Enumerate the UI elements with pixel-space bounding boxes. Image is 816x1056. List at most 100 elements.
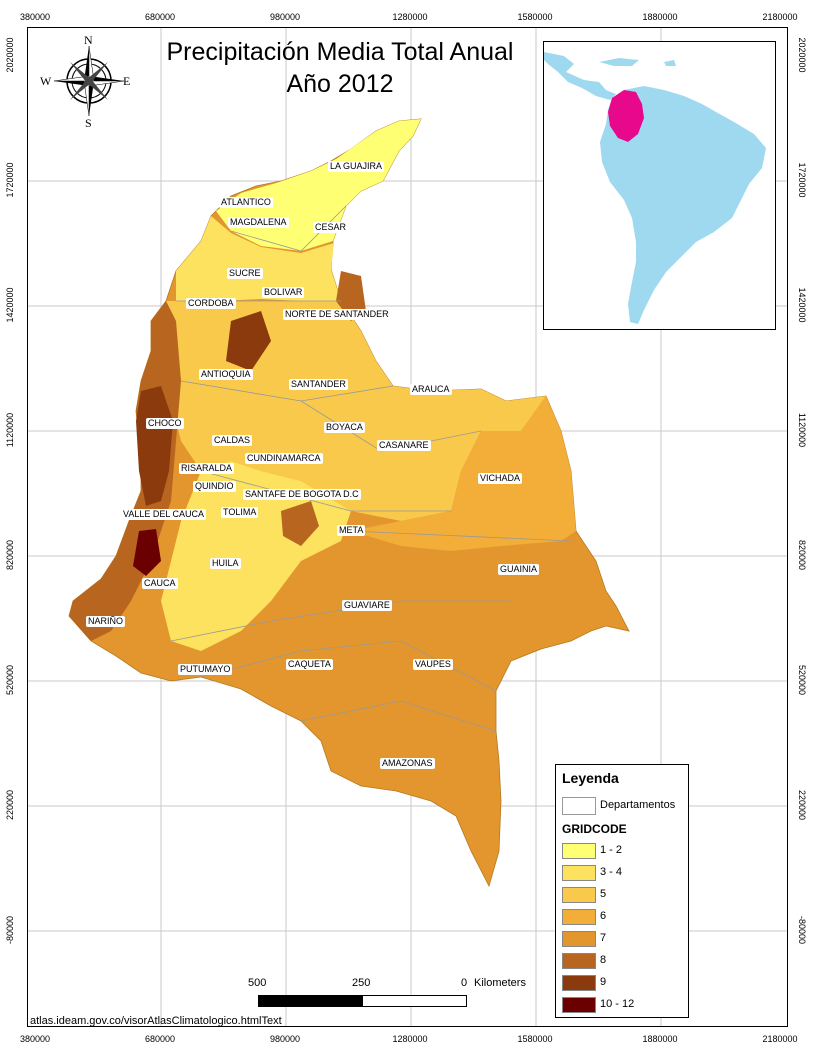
left-tick: -80000	[5, 915, 15, 945]
bottom-tick: 1880000	[642, 1034, 678, 1044]
legend-swatch	[562, 909, 596, 925]
departments-swatch	[562, 797, 596, 815]
map-title: Precipitación Media Total Anual Año 2012	[130, 36, 550, 100]
legend-title: Leyenda	[562, 770, 619, 786]
bottom-tick: 980000	[269, 1034, 301, 1044]
zone-10-12-choco	[133, 529, 161, 576]
colombia-map	[28, 28, 787, 1026]
legend-swatch	[562, 975, 596, 991]
dept-label: CESAR	[313, 222, 349, 233]
dept-label: CASANARE	[377, 440, 431, 451]
legend-swatch	[562, 887, 596, 903]
legend-label: 8	[600, 954, 607, 966]
legend-swatch	[562, 931, 596, 947]
dept-label: CHOCO	[146, 418, 184, 429]
legend-label: 6	[600, 910, 607, 922]
legend-swatch	[562, 865, 596, 881]
dept-label: ANTIOQUIA	[199, 369, 253, 380]
dept-label: CAQUETA	[286, 659, 333, 670]
top-tick: 380000	[19, 12, 51, 22]
dept-label: BOYACA	[324, 422, 365, 433]
left-tick: 1720000	[5, 162, 15, 198]
title-line-2: Año 2012	[286, 70, 394, 98]
legend: Leyenda Departamentos GRIDCODE 1 - 2 3 -…	[555, 764, 689, 1018]
dept-label: PUTUMAYO	[178, 664, 233, 675]
legend-swatch	[562, 997, 596, 1013]
left-tick: 1420000	[5, 287, 15, 323]
right-tick: 2020000	[797, 37, 807, 73]
zone-8-santander	[336, 271, 366, 321]
left-tick: 1120000	[5, 412, 15, 448]
dept-label: META	[337, 525, 366, 536]
legend-label: 1 - 2	[600, 844, 623, 856]
bottom-tick: 1580000	[517, 1034, 553, 1044]
bottom-tick: 380000	[19, 1034, 51, 1044]
dept-label: RISARALDA	[179, 463, 235, 474]
right-tick: -80000	[797, 915, 807, 945]
zone-3-4	[176, 216, 341, 301]
dept-label: TOLIMA	[221, 507, 259, 518]
scale-label-0: 0	[461, 977, 468, 989]
left-tick: 2020000	[5, 37, 15, 73]
legend-label: 3 - 4	[600, 866, 623, 878]
left-tick: 520000	[5, 664, 15, 696]
bottom-tick: 2180000	[762, 1034, 798, 1044]
zone-8-meta	[281, 501, 319, 546]
compass-s: S	[85, 116, 92, 130]
scale-label-500: 500	[248, 977, 267, 989]
right-tick: 520000	[797, 664, 807, 696]
dept-label: ATLANTICO	[219, 197, 273, 208]
dept-label: QUINDIO	[193, 481, 236, 492]
dept-label: SANTANDER	[289, 379, 348, 390]
zone-6-east	[351, 396, 576, 551]
compass-rose-icon	[53, 45, 125, 117]
dept-label: CORDOBA	[186, 298, 236, 309]
compass-e: E	[123, 74, 131, 88]
compass-w: W	[40, 74, 52, 88]
top-tick: 1280000	[392, 12, 428, 22]
south-america-inset	[544, 52, 766, 324]
scale-unit: Kilometers	[474, 977, 526, 989]
top-tick: 1580000	[517, 12, 553, 22]
right-tick: 220000	[797, 789, 807, 821]
right-tick: 1420000	[797, 287, 807, 323]
dept-label: BOLIVAR	[262, 287, 305, 298]
dept-label: LA GUAJIRA	[328, 161, 385, 172]
dept-label: GUAVIARE	[342, 600, 392, 611]
scale-label-250: 250	[352, 977, 371, 989]
colombia-highlight	[608, 90, 644, 142]
departments-label: Departamentos	[600, 799, 676, 811]
dept-label: CALDAS	[212, 435, 253, 446]
dept-label: VICHADA	[478, 473, 523, 484]
right-tick: 1120000	[797, 412, 807, 448]
top-tick: 1880000	[642, 12, 678, 22]
zone-8-pacific	[69, 301, 181, 641]
right-tick: 1720000	[797, 162, 807, 198]
dept-label: HUILA	[210, 558, 241, 569]
source-credit: atlas.ideam.gov.co/visorAtlasClimatologi…	[30, 1015, 282, 1027]
dept-label: NARIÑO	[86, 616, 126, 627]
dept-label: NORTE DE SANTANDER	[283, 309, 391, 320]
compass-rose: N S E W	[40, 33, 140, 132]
inset-map	[543, 41, 776, 330]
top-tick: 2180000	[762, 12, 798, 22]
dept-label: VAUPES	[413, 659, 453, 670]
legend-swatch	[562, 953, 596, 969]
dept-label: VALLE DEL CAUCA	[121, 509, 207, 520]
legend-swatch	[562, 843, 596, 859]
dept-label: GUAINIA	[498, 564, 540, 575]
dept-label: SANTAFE DE BOGOTA D.C	[243, 489, 361, 500]
bottom-tick: 1280000	[392, 1034, 428, 1044]
dept-label: SUCRE	[227, 268, 263, 279]
scale-bar-black	[258, 995, 364, 1007]
dept-label: MAGDALENA	[228, 217, 289, 228]
bottom-tick: 680000	[144, 1034, 176, 1044]
caribbean-islands	[599, 58, 676, 66]
left-tick: 820000	[5, 539, 15, 571]
top-tick: 680000	[144, 12, 176, 22]
scale-bar-white	[362, 995, 467, 1007]
legend-label: 5	[600, 888, 607, 900]
dept-label: ARAUCA	[410, 384, 452, 395]
legend-label: 7	[600, 932, 607, 944]
top-tick: 980000	[269, 12, 301, 22]
